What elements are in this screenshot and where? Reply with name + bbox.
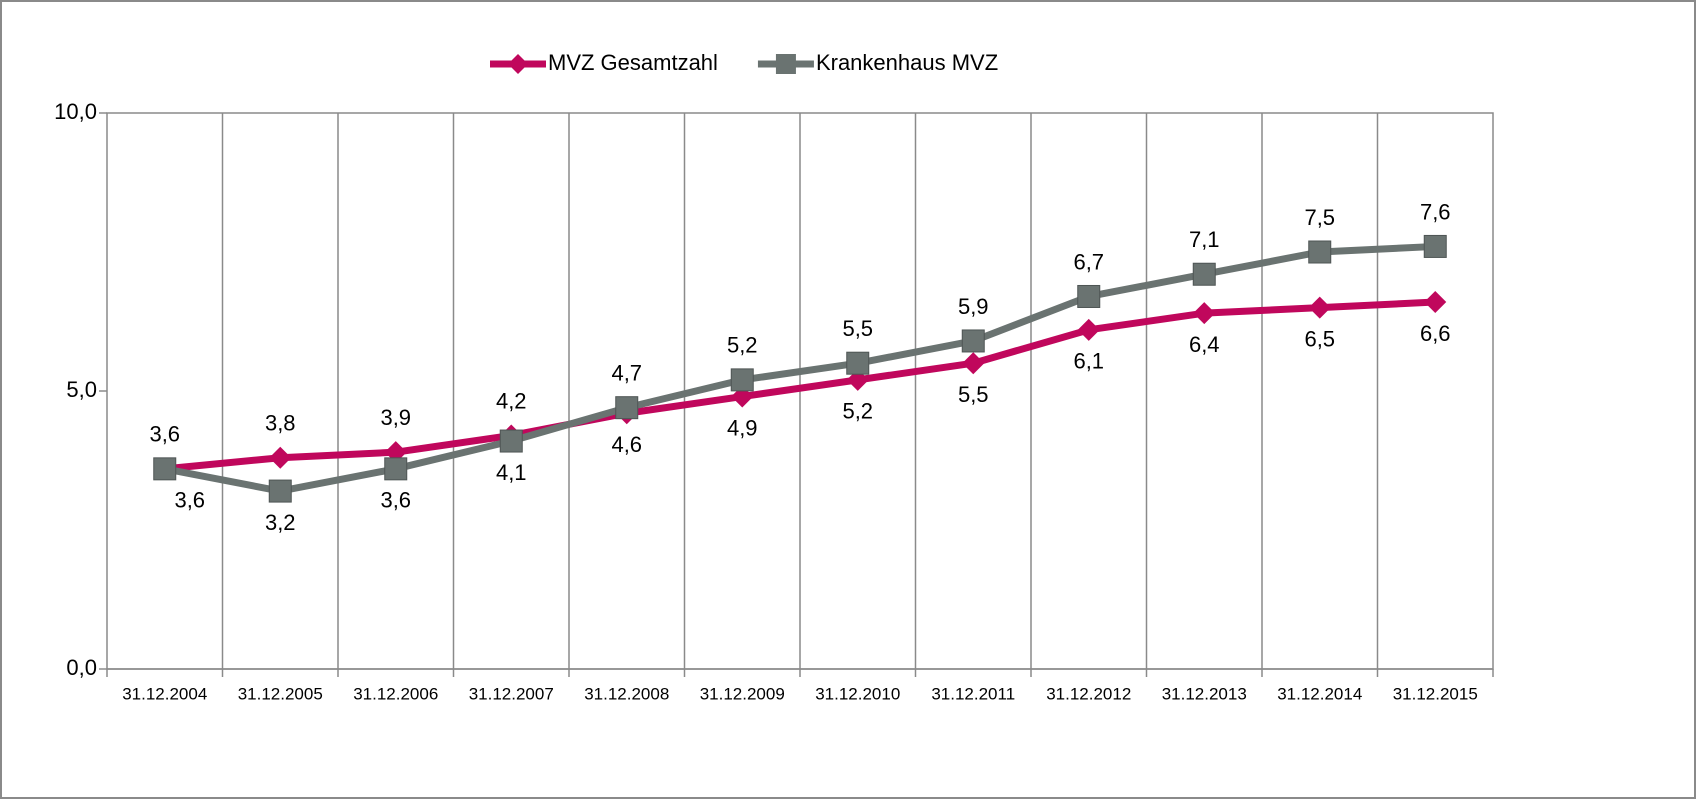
data-label: 6,4 bbox=[1189, 332, 1220, 357]
data-label: 4,1 bbox=[496, 460, 527, 485]
data-label: 3,2 bbox=[265, 510, 296, 535]
series-line bbox=[164, 298, 1436, 473]
data-label: 3,6 bbox=[380, 488, 411, 513]
data-label: 4,2 bbox=[496, 388, 527, 413]
point-marker bbox=[1077, 284, 1101, 308]
data-label: 4,6 bbox=[611, 432, 642, 457]
data-label: 3,8 bbox=[265, 411, 296, 436]
data-label: 4,7 bbox=[611, 360, 642, 385]
data-label: 7,5 bbox=[1304, 205, 1335, 230]
x-tick-label: 31.12.2012 bbox=[1046, 684, 1131, 703]
point-marker bbox=[268, 479, 292, 503]
x-tick-label: 31.12.2011 bbox=[931, 684, 1015, 703]
data-label: 3,9 bbox=[380, 405, 411, 430]
point-marker bbox=[1308, 296, 1331, 319]
point-marker bbox=[384, 457, 408, 481]
point-marker bbox=[1424, 291, 1447, 314]
x-tick-label: 31.12.2004 bbox=[122, 684, 207, 703]
point-marker bbox=[153, 457, 177, 481]
x-tick-label: 31.12.2007 bbox=[469, 684, 554, 703]
point-marker bbox=[846, 351, 870, 375]
legend-marker bbox=[775, 54, 796, 74]
x-tick-label: 31.12.2014 bbox=[1277, 684, 1362, 703]
point-marker bbox=[730, 368, 754, 392]
point-marker bbox=[269, 446, 292, 469]
data-label: 6,1 bbox=[1073, 349, 1104, 374]
point-marker bbox=[615, 396, 639, 420]
point-marker bbox=[1308, 240, 1332, 264]
legend-label: MVZ Gesamtzahl bbox=[548, 50, 718, 75]
y-tick-label: 0,0 bbox=[66, 655, 97, 680]
data-label: 5,9 bbox=[958, 294, 989, 319]
x-tick-label: 31.12.2008 bbox=[584, 684, 669, 703]
data-label: 4,9 bbox=[727, 415, 758, 440]
series-line bbox=[164, 242, 1436, 495]
point-marker bbox=[1193, 302, 1216, 325]
x-tick-label: 31.12.2015 bbox=[1393, 684, 1478, 703]
data-label: 5,2 bbox=[842, 399, 873, 424]
data-label: 6,5 bbox=[1304, 326, 1335, 351]
data-label: 3,6 bbox=[149, 422, 180, 447]
data-label: 5,2 bbox=[727, 333, 758, 358]
point-marker bbox=[1077, 318, 1100, 341]
x-tick-label: 31.12.2010 bbox=[815, 684, 900, 703]
x-tick-label: 31.12.2006 bbox=[353, 684, 438, 703]
x-tick-label: 31.12.2013 bbox=[1162, 684, 1247, 703]
x-tick-label: 31.12.2009 bbox=[700, 684, 785, 703]
data-label: 7,6 bbox=[1420, 199, 1451, 224]
y-tick-label: 5,0 bbox=[66, 377, 97, 402]
data-label: 5,5 bbox=[842, 316, 873, 341]
legend-marker bbox=[508, 54, 528, 74]
point-marker bbox=[1423, 234, 1447, 258]
point-marker bbox=[499, 429, 523, 453]
data-label: 7,1 bbox=[1189, 227, 1220, 252]
data-label: 6,6 bbox=[1420, 321, 1451, 346]
data-label: 3,6 bbox=[174, 488, 205, 513]
point-marker bbox=[962, 352, 985, 375]
point-marker bbox=[961, 329, 985, 353]
data-label: 5,5 bbox=[958, 382, 989, 407]
point-marker bbox=[1192, 262, 1216, 286]
legend-label: Krankenhaus MVZ bbox=[816, 50, 998, 75]
y-tick-label: 10,0 bbox=[54, 99, 97, 124]
data-label: 6,7 bbox=[1073, 249, 1104, 274]
x-tick-label: 31.12.2005 bbox=[238, 684, 323, 703]
